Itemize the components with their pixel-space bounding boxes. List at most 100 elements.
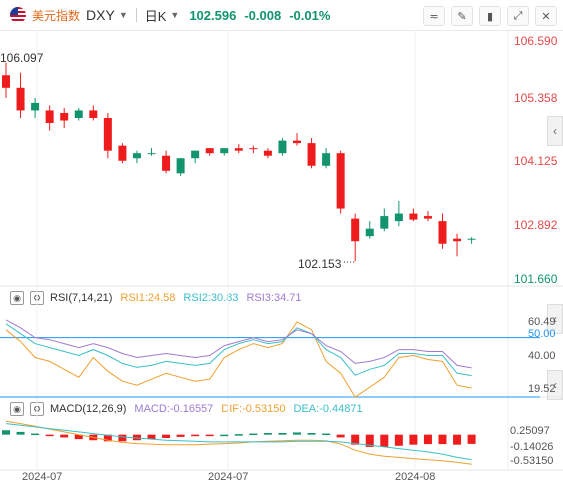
macd-plot: [2, 420, 476, 465]
candle: [263, 150, 272, 156]
macd-bar: [176, 434, 185, 437]
macd-line: [5, 420, 472, 465]
macd-bar: [2, 430, 10, 435]
hide-icon[interactable]: ◉: [10, 291, 24, 305]
rsi-tick-label: 60.49: [528, 316, 556, 328]
rsi-tick-label: 40.00: [528, 350, 556, 362]
macd-line: [5, 423, 472, 461]
indicator-icon[interactable]: ≂: [423, 6, 445, 26]
rsi-series-line: [5, 323, 472, 377]
candle: [394, 213, 403, 222]
macd-bar: [409, 434, 418, 445]
last-price: 102.596: [189, 7, 237, 23]
candle: [45, 110, 54, 124]
macd-bar: [74, 434, 83, 440]
candle: [162, 155, 171, 171]
rsi-title: RSI(7,14,21): [50, 292, 113, 304]
price-tick-label: 104.125: [514, 154, 558, 168]
candle: [423, 216, 432, 219]
candle: [322, 153, 331, 166]
macd-bar: [453, 434, 462, 445]
candle: [2, 75, 10, 88]
chart-tools: ≂ ✎ ▮ ⤢ ✕: [423, 6, 557, 26]
macd-bar: [438, 434, 447, 445]
divider: [135, 8, 137, 22]
macd-bar: [205, 434, 214, 437]
draw-icon[interactable]: ✎: [451, 6, 473, 26]
high-annotation: 106.097: [0, 51, 44, 65]
candle: [147, 153, 156, 155]
dif-value: DIF:-0.53150: [221, 403, 286, 415]
symbol-code[interactable]: DXY: [86, 7, 115, 23]
price-tick-label: 102.892: [514, 218, 558, 232]
macd-bar: [191, 434, 200, 437]
macd-bar: [322, 433, 331, 436]
symbol-dropdown-icon[interactable]: ▼: [118, 10, 128, 20]
macd-bar: [278, 433, 287, 435]
candle: [351, 218, 360, 242]
candle: [220, 148, 229, 154]
candle: [438, 221, 447, 244]
rsi-tick-label: 19.52: [528, 383, 556, 395]
candle: [467, 238, 476, 240]
candle: [234, 148, 243, 151]
candle: [118, 145, 127, 161]
macd-bar: [467, 434, 476, 444]
macd-bar: [31, 433, 40, 436]
macd-bar: [60, 434, 69, 438]
date-tick-label: 2024-07: [22, 471, 62, 483]
hide-icon[interactable]: ◉: [10, 402, 24, 416]
date-tick-label: 2024-07: [208, 471, 248, 483]
rsi1-value: RSI1:24.58: [120, 292, 176, 304]
macd-bar: [336, 434, 345, 438]
candle: [336, 153, 345, 209]
candle: [103, 117, 112, 151]
macd-bar: [118, 434, 127, 442]
candle: [191, 150, 200, 159]
dea-value: DEA:-0.44871: [293, 403, 363, 415]
candlesticks: [2, 62, 476, 263]
rsi-lines: [0, 319, 540, 398]
macd-value: MACD:-0.16557: [134, 403, 214, 415]
rsi-series-line: [5, 319, 472, 369]
rsi-tick-label: 50.00: [528, 328, 556, 340]
price-tick-label: 105.358: [514, 91, 558, 105]
candle: [249, 148, 258, 150]
macd-tick-label: -0.14026: [510, 441, 553, 453]
rsi-legend: ◉ ⚙ RSI(7,14,21) RSI1:24.58 RSI2:30.83 R…: [0, 290, 302, 306]
macd-bar: [162, 434, 171, 438]
macd-bar: [423, 434, 432, 445]
price-change-percent: -0.01%: [289, 7, 331, 23]
top-toolbar: 美元指数 DXY ▼ 日K ▼ 102.596 -0.008 -0.01% ≂ …: [0, 0, 563, 31]
rsi-series-line: [5, 321, 472, 398]
macd-bar: [307, 433, 316, 435]
candle: [176, 158, 185, 174]
fullscreen-icon[interactable]: ⤢: [507, 6, 529, 26]
candle: [132, 153, 141, 159]
candle: [60, 112, 69, 121]
macd-bar: [234, 434, 243, 436]
candle: [74, 110, 83, 118]
macd-bar: [293, 432, 301, 435]
candle: [453, 238, 462, 242]
low-annotation: 102.153: [298, 257, 342, 271]
candle: [409, 213, 418, 220]
period-dropdown-icon[interactable]: ▼: [170, 10, 180, 20]
macd-bar: [394, 434, 403, 446]
us-flag-icon: [10, 7, 26, 23]
period-selector[interactable]: 日K: [144, 8, 167, 24]
macd-bar: [351, 434, 360, 445]
macd-bar: [147, 434, 156, 440]
price-tick-label: 106.590: [514, 34, 558, 48]
close-icon[interactable]: ✕: [535, 6, 557, 26]
chart-type-icon[interactable]: ▮: [479, 6, 501, 26]
macd-bar: [220, 434, 229, 437]
candle: [380, 216, 389, 229]
macd-bar: [365, 434, 374, 447]
rsi2-value: RSI2:30.83: [183, 292, 239, 304]
price-tick-label: 101.660: [514, 272, 558, 286]
symbol-name[interactable]: 美元指数: [32, 8, 81, 23]
candle: [278, 140, 287, 154]
